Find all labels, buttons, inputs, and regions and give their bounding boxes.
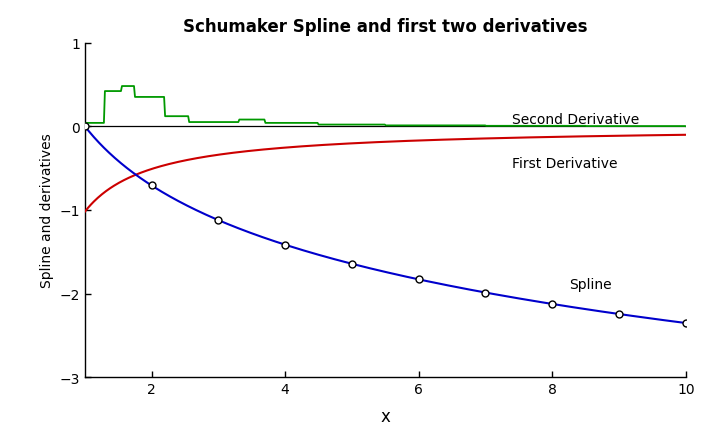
Text: First Derivative: First Derivative (512, 157, 618, 171)
X-axis label: x: x (380, 408, 390, 425)
Title: Schumaker Spline and first two derivatives: Schumaker Spline and first two derivativ… (183, 18, 588, 36)
Text: Spline: Spline (569, 277, 612, 291)
Y-axis label: Spline and derivatives: Spline and derivatives (40, 133, 54, 288)
Text: Second Derivative: Second Derivative (512, 113, 639, 127)
